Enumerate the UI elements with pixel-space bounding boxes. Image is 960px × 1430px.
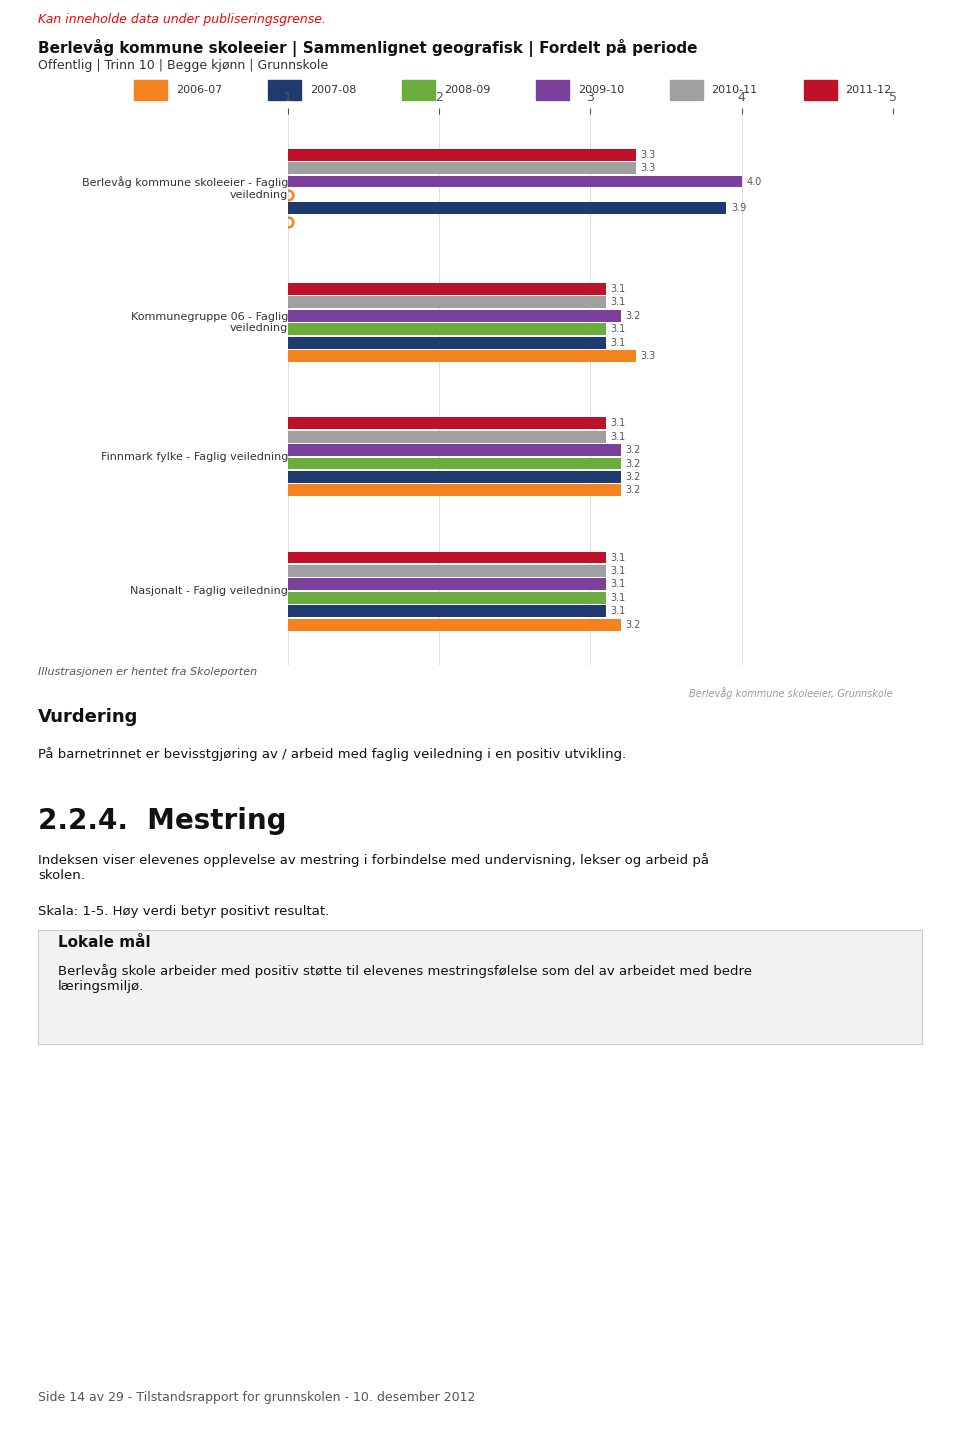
Text: Nasjonalt - Faglig veiledning: Nasjonalt - Faglig veiledning (131, 586, 288, 596)
Text: 3.1: 3.1 (610, 297, 625, 307)
Bar (288, 592, 606, 603)
Bar (288, 337, 606, 349)
Bar (804, 80, 837, 100)
Bar (288, 470, 620, 483)
Bar (288, 203, 727, 214)
Text: Kommunegruppe 06 - Faglig
veiledning: Kommunegruppe 06 - Faglig veiledning (131, 312, 288, 333)
Text: 3.2: 3.2 (625, 472, 640, 482)
Text: 3.2: 3.2 (625, 619, 640, 629)
Text: 3.2: 3.2 (625, 485, 640, 495)
Bar (288, 350, 636, 362)
Bar (288, 162, 636, 174)
Bar (288, 458, 620, 469)
Bar (269, 80, 301, 100)
Bar (134, 80, 167, 100)
Text: 3.3: 3.3 (640, 352, 656, 362)
Text: Vurdering: Vurdering (38, 708, 139, 726)
Text: 3.1: 3.1 (610, 418, 625, 428)
Text: 2006-07: 2006-07 (176, 86, 222, 94)
Bar (288, 296, 606, 309)
Text: 2009-10: 2009-10 (578, 86, 624, 94)
Text: 2010-11: 2010-11 (711, 86, 757, 94)
Text: 2007-08: 2007-08 (310, 86, 356, 94)
Text: 4.0: 4.0 (746, 176, 761, 186)
Bar (288, 176, 741, 187)
Text: Offentlig | Trinn 10 | Begge kjønn | Grunnskole: Offentlig | Trinn 10 | Begge kjønn | Gru… (38, 59, 328, 72)
Bar (288, 605, 606, 618)
Text: Berlevåg kommune skoleeier | Sammenlignet geografisk | Fordelt på periode: Berlevåg kommune skoleeier | Sammenligne… (38, 39, 698, 57)
Bar (288, 565, 606, 576)
Text: Berlevåg skole arbeider med positiv støtte til elevenes mestringsfølelse som del: Berlevåg skole arbeider med positiv støt… (58, 964, 752, 992)
Text: 3.9: 3.9 (731, 203, 746, 213)
Bar (288, 310, 620, 322)
Text: 3.1: 3.1 (610, 593, 625, 603)
Bar (288, 418, 606, 429)
Text: 2008-09: 2008-09 (444, 86, 491, 94)
Text: Berlevåg kommune skoleeier - Faglig
veiledning: Berlevåg kommune skoleeier - Faglig veil… (82, 176, 288, 200)
Bar (288, 445, 620, 456)
Bar (288, 552, 606, 563)
Text: Finnmark fylke - Faglig veiledning: Finnmark fylke - Faglig veiledning (101, 452, 288, 462)
Text: 3.1: 3.1 (610, 566, 625, 576)
Text: Side 14 av 29 - Tilstandsrapport for grunnskolen - 10. desember 2012: Side 14 av 29 - Tilstandsrapport for gru… (38, 1391, 476, 1404)
Text: 3.1: 3.1 (610, 579, 625, 589)
Text: 3.1: 3.1 (610, 337, 625, 347)
Bar (288, 149, 636, 160)
Bar (670, 80, 703, 100)
Text: 3.1: 3.1 (610, 606, 625, 616)
Text: 3.2: 3.2 (625, 445, 640, 455)
Text: 3.2: 3.2 (625, 310, 640, 320)
Text: 3.3: 3.3 (640, 163, 656, 173)
Bar (288, 430, 606, 442)
Bar (288, 323, 606, 335)
Bar (288, 283, 606, 295)
Text: 3.2: 3.2 (625, 459, 640, 469)
Text: Illustrasjonen er hentet fra Skoleporten: Illustrasjonen er hentet fra Skoleporten (38, 666, 257, 676)
Text: 3.1: 3.1 (610, 325, 625, 335)
Text: 3.1: 3.1 (610, 285, 625, 295)
Bar (288, 485, 620, 496)
Text: 2.2.4.  Mestring: 2.2.4. Mestring (38, 808, 287, 835)
Bar (288, 619, 620, 631)
Text: 3.3: 3.3 (640, 150, 656, 160)
Text: Indeksen viser elevenes opplevelse av mestring i forbindelse med undervisning, l: Indeksen viser elevenes opplevelse av me… (38, 854, 709, 882)
Text: Skala: 1-5. Høy verdi betyr positivt resultat.: Skala: 1-5. Høy verdi betyr positivt res… (38, 905, 329, 918)
Bar (537, 80, 569, 100)
Text: Lokale mål: Lokale mål (58, 935, 150, 950)
Text: Berlevåg kommune skoleeier, Grunnskole: Berlevåg kommune skoleeier, Grunnskole (689, 686, 893, 699)
Text: På barnetrinnet er bevisstgjøring av / arbeid med faglig veiledning i en positiv: På barnetrinnet er bevisstgjøring av / a… (38, 746, 627, 761)
Bar (288, 579, 606, 591)
Text: 3.1: 3.1 (610, 552, 625, 562)
Text: Kan inneholde data under publiseringsgrense.: Kan inneholde data under publiseringsgre… (38, 13, 326, 26)
Text: 2011-12: 2011-12 (846, 86, 892, 94)
Text: 3.1: 3.1 (610, 432, 625, 442)
Bar (402, 80, 435, 100)
